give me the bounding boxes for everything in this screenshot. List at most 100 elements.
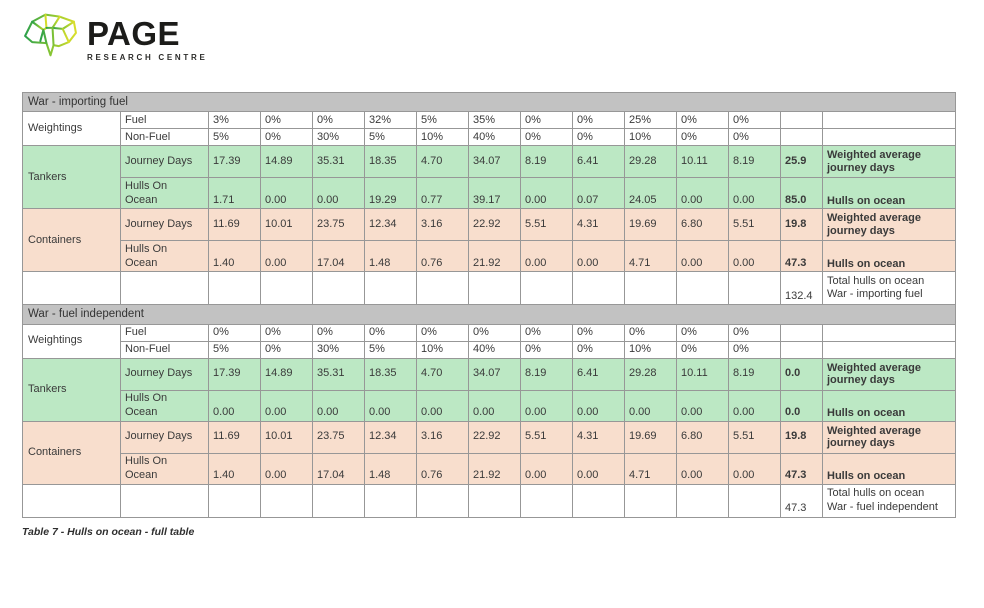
section-header-s0: War - importing fuel: [21, 91, 957, 113]
tankers-weighted-average-value: 25.9: [780, 145, 823, 179]
non-fuel-weight-cell: 5%: [364, 340, 417, 359]
weighted-average-desc: Weighted average journey days: [821, 420, 957, 454]
containers-hulls-total-value: 47.3: [780, 452, 823, 485]
non-fuel-weight-cell: 0%: [260, 340, 313, 359]
total-hulls-value: 132.4: [780, 271, 823, 306]
empty-cell: [312, 483, 365, 518]
empty-cell: [728, 483, 781, 518]
empty-cell: [312, 271, 365, 306]
fuel-weight-cell: 0%: [572, 323, 625, 342]
tankers-journey-days-cell: 10.11: [676, 357, 729, 391]
non-fuel-weight-cell: 0%: [728, 340, 781, 359]
non-fuel-weight-cell: 0%: [728, 128, 781, 147]
empty-cell: [120, 483, 209, 518]
tankers-hulls-cell: 0.00: [468, 389, 521, 422]
empty-cell: [780, 111, 823, 130]
table-caption: Table 7 - Hulls on ocean - full table: [22, 526, 195, 538]
fuel-label: Fuel: [120, 111, 209, 130]
empty-cell: [416, 483, 469, 518]
tankers-hulls-cell: 0.00: [520, 177, 573, 210]
fuel-weight-cell: 35%: [468, 111, 521, 130]
containers-hulls-total-value: 47.3: [780, 240, 823, 273]
total-hulls-label: Total hulls on ocean War - importing fue…: [821, 271, 957, 306]
fuel-weight-cell: 5%: [416, 111, 469, 130]
tankers-hulls-cell: 1.71: [208, 177, 261, 210]
non-fuel-weight-cell: 0%: [572, 128, 625, 147]
tankers-hulls-cell: 0.00: [312, 389, 365, 422]
fuel-weight-cell: 0%: [208, 323, 261, 342]
empty-cell: [22, 483, 121, 518]
total-hulls-label: Total hulls on ocean War - fuel independ…: [821, 483, 957, 518]
non-fuel-label: Non-Fuel: [120, 128, 209, 147]
empty-cell: [780, 128, 823, 147]
weighted-average-desc: Weighted average journey days: [821, 208, 957, 242]
containers-journey-days-cell: 10.01: [260, 208, 313, 242]
tankers-hulls-cell: 0.00: [728, 389, 781, 422]
containers-journey-days-cell: 19.69: [624, 420, 677, 454]
empty-cell: [728, 271, 781, 306]
containers-journey-days-cell: 3.16: [416, 208, 469, 242]
empty-cell: [821, 111, 957, 130]
containers-journey-days-cell: 4.31: [572, 208, 625, 242]
hulls-on-ocean-desc: Hulls on ocean: [821, 389, 957, 422]
containers-journey-days-cell: 5.51: [520, 208, 573, 242]
empty-cell: [208, 483, 261, 518]
containers-hulls-cell: 1.40: [208, 452, 261, 485]
fuel-weight-cell: 3%: [208, 111, 261, 130]
tankers-journey-days-cell: 17.39: [208, 145, 261, 179]
empty-cell: [624, 483, 677, 518]
empty-cell: [260, 271, 313, 306]
containers-journey-days-cell: 22.92: [468, 420, 521, 454]
tankers-journey-days-cell: 6.41: [572, 145, 625, 179]
fuel-weight-cell: 0%: [312, 111, 365, 130]
containers-journey-days-cell: 5.51: [728, 420, 781, 454]
non-fuel-weight-cell: 0%: [520, 340, 573, 359]
tankers-journey-days-cell: 29.28: [624, 145, 677, 179]
containers-hulls-cell: 0.00: [728, 240, 781, 273]
fuel-weight-cell: 32%: [364, 111, 417, 130]
tankers-label: Tankers: [22, 145, 121, 210]
non-fuel-weight-cell: 40%: [468, 128, 521, 147]
hulls-on-ocean-desc: Hulls on ocean: [821, 452, 957, 485]
non-fuel-weight-cell: 40%: [468, 340, 521, 359]
containers-journey-days-cell: 23.75: [312, 420, 365, 454]
containers-label: Containers: [22, 208, 121, 273]
tankers-hulls-cell: 24.05: [624, 177, 677, 210]
tankers-hulls-cell: 0.07: [572, 177, 625, 210]
tankers-journey-days-cell: 8.19: [520, 357, 573, 391]
non-fuel-weight-cell: 5%: [208, 340, 261, 359]
non-fuel-weight-cell: 0%: [676, 340, 729, 359]
non-fuel-weight-cell: 10%: [416, 340, 469, 359]
non-fuel-weight-cell: 30%: [312, 340, 365, 359]
tankers-hulls-cell: 0.00: [728, 177, 781, 210]
fuel-weight-cell: 0%: [312, 323, 365, 342]
empty-cell: [22, 271, 121, 306]
empty-cell: [624, 271, 677, 306]
weightings-label: Weightings: [22, 111, 121, 147]
containers-journey-days-cell: 22.92: [468, 208, 521, 242]
tankers-journey-days-cell: 4.70: [416, 357, 469, 391]
journey-days-label: Journey Days: [120, 145, 209, 179]
total-hulls-value: 47.3: [780, 483, 823, 518]
non-fuel-weight-cell: 5%: [364, 128, 417, 147]
logo-name: PAGE: [87, 15, 181, 52]
fuel-weight-cell: 0%: [364, 323, 417, 342]
non-fuel-weight-cell: 0%: [260, 128, 313, 147]
empty-cell: [260, 483, 313, 518]
journey-days-label: Journey Days: [120, 420, 209, 454]
fuel-weight-cell: 0%: [416, 323, 469, 342]
tankers-hulls-cell: 0.00: [364, 389, 417, 422]
empty-cell: [364, 271, 417, 306]
non-fuel-weight-cell: 0%: [572, 340, 625, 359]
tankers-hulls-cell: 19.29: [364, 177, 417, 210]
containers-hulls-cell: 0.00: [572, 452, 625, 485]
empty-cell: [780, 340, 823, 359]
tankers-journey-days-cell: 8.19: [520, 145, 573, 179]
containers-journey-days-cell: 12.34: [364, 420, 417, 454]
containers-journey-days-cell: 6.80: [676, 208, 729, 242]
non-fuel-label: Non-Fuel: [120, 340, 209, 359]
fuel-weight-cell: 0%: [728, 323, 781, 342]
non-fuel-weight-cell: 10%: [624, 340, 677, 359]
tankers-journey-days-cell: 35.31: [312, 357, 365, 391]
empty-cell: [676, 271, 729, 306]
